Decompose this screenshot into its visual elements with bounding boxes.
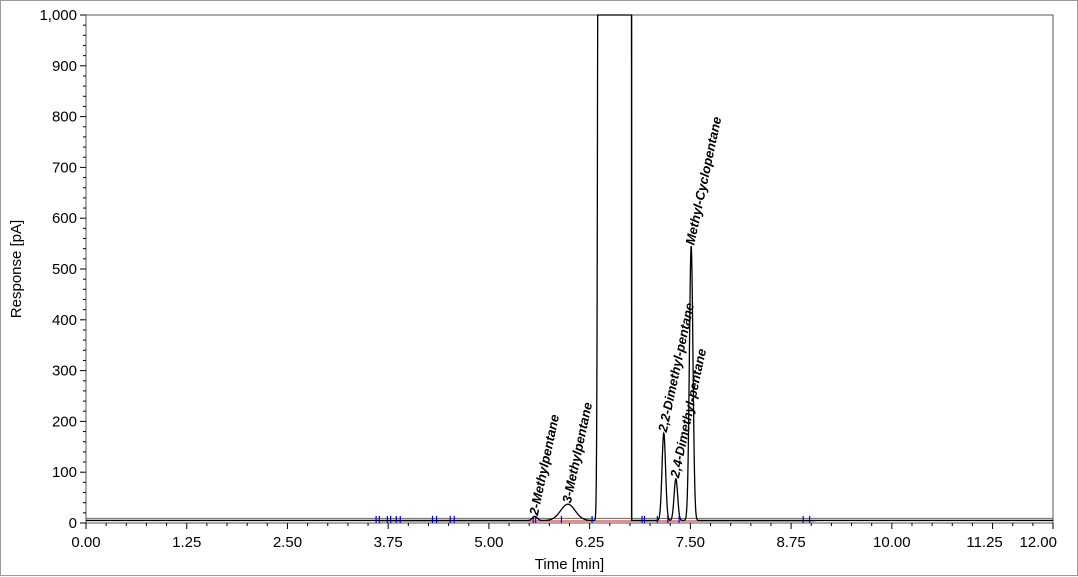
x-tick-label: 5.00 bbox=[474, 534, 503, 551]
y-tick-label: 0 bbox=[69, 515, 77, 532]
chromatogram-trace bbox=[86, 14, 1053, 522]
x-axis: 0.00 1.25 2.50 3.75 5.00 6.25 7.50 8.75 10.00 11.… bbox=[71, 523, 1057, 551]
peak-label-text: Methyl-Cyclopentane bbox=[682, 115, 724, 246]
x-tick-label: 0.00 bbox=[71, 534, 100, 551]
x-tick-label: 11.25 bbox=[966, 534, 1002, 551]
y-tick-label: 600 bbox=[52, 210, 77, 227]
x-tick-label: 1.25 bbox=[172, 534, 201, 551]
y-tick-label: 200 bbox=[52, 413, 77, 430]
x-tick-label: 7.50 bbox=[676, 534, 705, 551]
y-tick-label: 800 bbox=[52, 109, 77, 126]
x-tick-label: 12.00 bbox=[1019, 534, 1057, 551]
y-tick-label: 1,000 bbox=[39, 7, 77, 24]
y-tick-label: 100 bbox=[52, 464, 77, 481]
x-tick-label: 6.25 bbox=[575, 534, 604, 551]
x-tick-label: 8.75 bbox=[777, 534, 806, 551]
y-tick-label: 500 bbox=[52, 261, 77, 278]
integration-marks bbox=[375, 515, 811, 523]
x-tick-label: 2.50 bbox=[273, 534, 302, 551]
peak-label-text: 3-Methylpentane bbox=[559, 401, 595, 504]
peak-label: 3-Methylpentane bbox=[559, 401, 595, 504]
x-tick-label: 3.75 bbox=[374, 534, 403, 551]
peak-label: 2-Methylpentane bbox=[526, 413, 562, 517]
y-tick-label: 300 bbox=[52, 363, 77, 380]
x-axis-title: Time [min] bbox=[535, 556, 604, 573]
y-axis-title: Response [pA] bbox=[8, 220, 25, 318]
y-tick-label: 700 bbox=[52, 159, 77, 176]
peak-label: Methyl-Cyclopentane bbox=[682, 115, 724, 246]
x-tick-label: 10.00 bbox=[873, 534, 911, 551]
peak-label-text: 2-Methylpentane bbox=[526, 413, 562, 517]
y-tick-label: 900 bbox=[52, 58, 77, 75]
plot-area bbox=[85, 14, 1054, 524]
trace-layer bbox=[86, 14, 1053, 522]
y-tick-label: 400 bbox=[52, 312, 77, 329]
y-axis: 0 100 200 300 400 500 600 700 800 900 1,000 bbox=[39, 7, 86, 532]
